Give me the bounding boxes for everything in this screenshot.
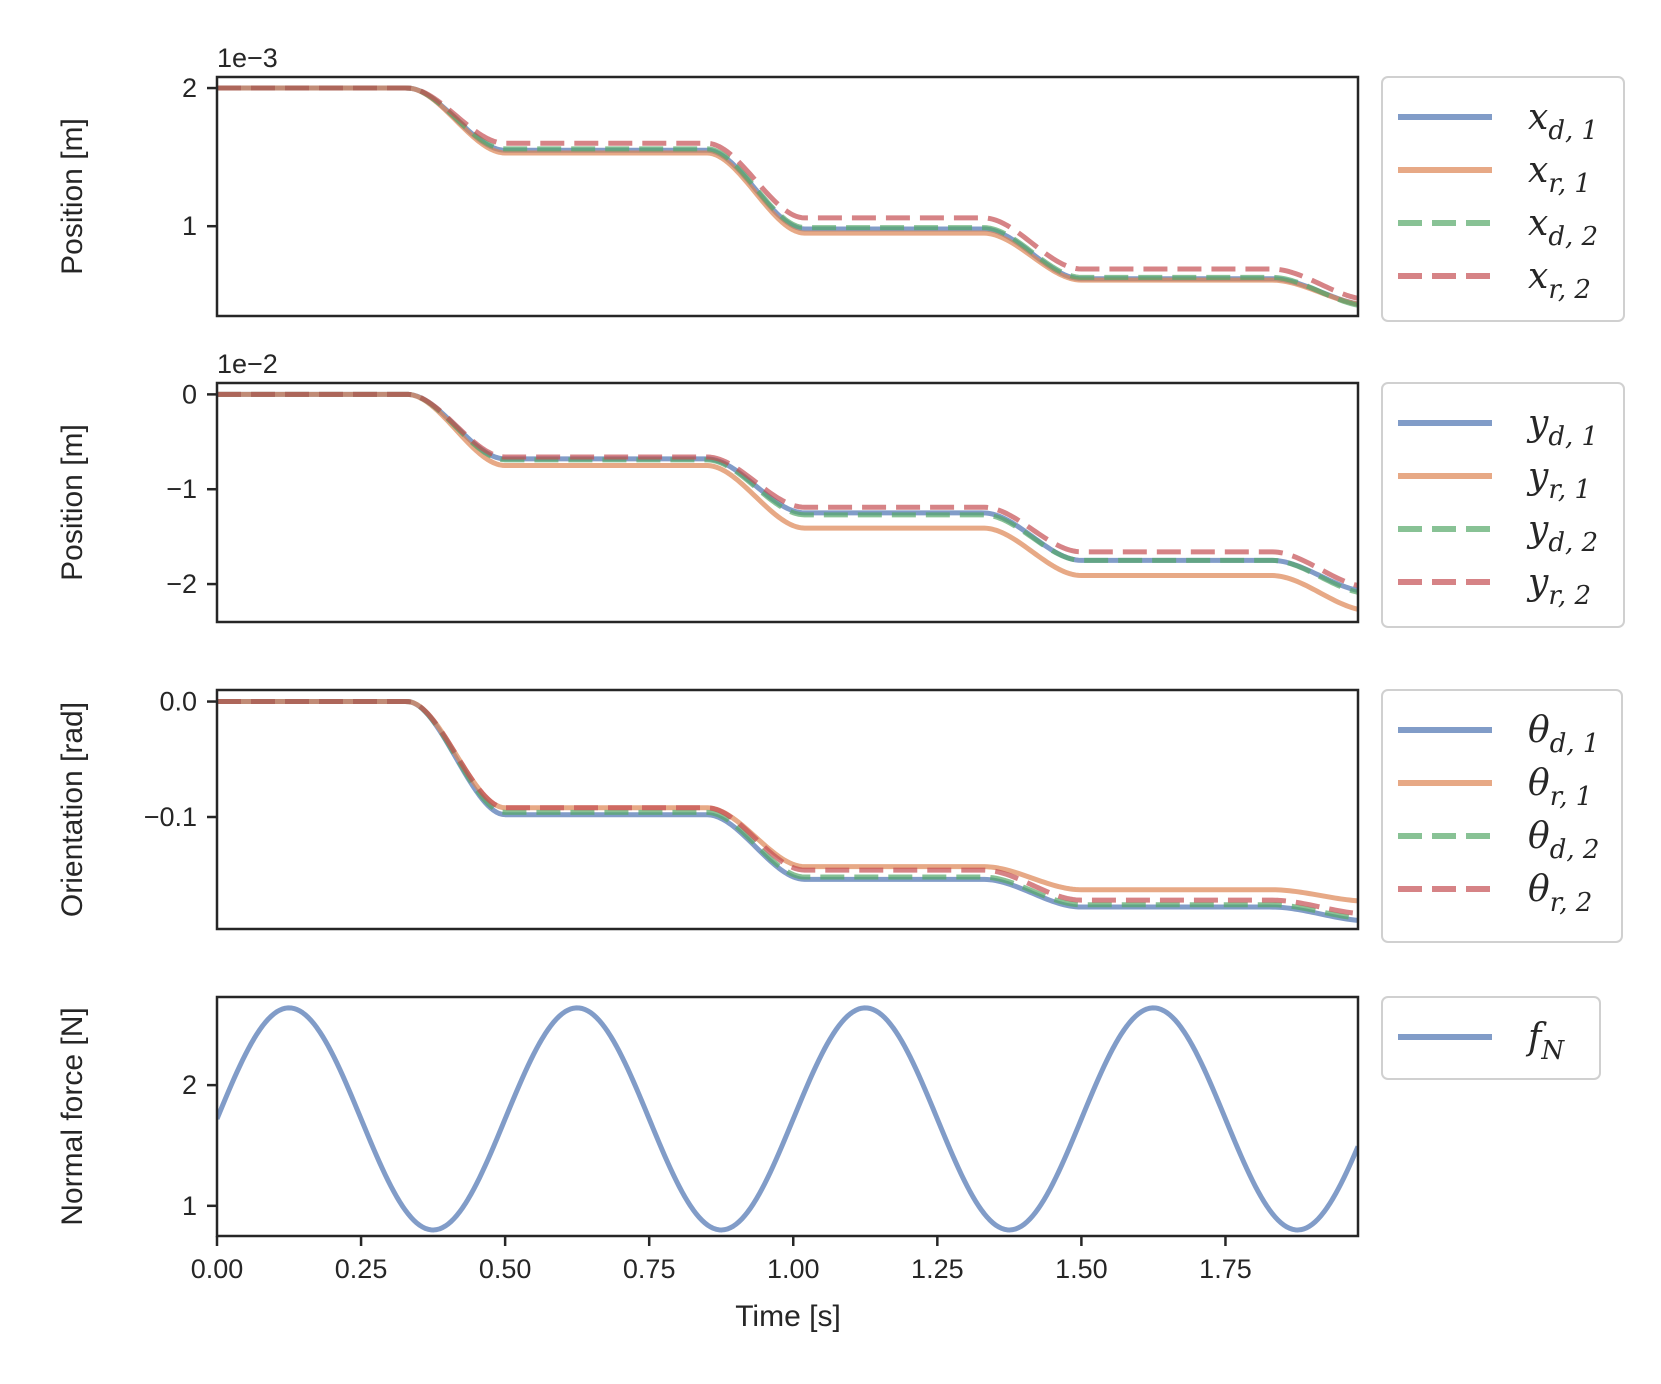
axes-frame — [215, 688, 1360, 931]
series-line-4 — [217, 699, 1358, 916]
axes-frame — [215, 995, 1360, 1238]
series-line-4 — [217, 391, 1358, 588]
x-tick-label: 0.00 — [191, 1254, 244, 1284]
legend-entry: xd, 2 — [1528, 203, 1598, 252]
legend-entry: θd, 2 — [1528, 816, 1599, 865]
y-tick-label: 2 — [182, 73, 197, 103]
legend-box — [1381, 689, 1623, 943]
legend-box — [1381, 76, 1625, 322]
y-tick-label: −1 — [166, 474, 197, 504]
subplot-2: 0 −1 −2 Position [m] 1e−2 yd, 1yr, 1yd, 2yr, … — [56, 349, 1625, 628]
x-axis-label: Time [s] — [735, 1300, 841, 1333]
series-group — [217, 1005, 1358, 1233]
series-group — [217, 391, 1358, 612]
y-tick-label: −0.1 — [144, 802, 197, 832]
series-line-2 — [217, 391, 1358, 612]
y-tick-label: 1 — [182, 1191, 197, 1221]
axes-frame — [215, 75, 1360, 318]
legend-entry: θr, 1 — [1528, 763, 1592, 812]
subplot-1: 1 2 Position [m] 1e−3 xd, 1xr, 1xd, 2xr, 2 — [56, 43, 1625, 322]
legend-box — [1381, 382, 1625, 628]
series-line-2 — [217, 85, 1358, 307]
series-line-3 — [217, 85, 1358, 308]
x-tick-label: 0.25 — [335, 1254, 388, 1284]
y-offset-label: 1e−3 — [217, 43, 278, 73]
y-axis-label: Position [m] — [56, 424, 89, 581]
series-line-1 — [217, 85, 1358, 307]
series-line-4 — [217, 85, 1358, 301]
y-tick-label: 0 — [182, 379, 197, 409]
y-axis-label: Position [m] — [56, 118, 89, 275]
legend: xd, 1xr, 1xd, 2xr, 2 — [1381, 76, 1625, 322]
legend-entry: yr, 1 — [1526, 456, 1591, 505]
legend-entry: θd, 1 — [1528, 710, 1599, 759]
x-tick-label: 1.00 — [767, 1254, 820, 1284]
legend-entry: yr, 2 — [1526, 562, 1591, 611]
legend-entry: yd, 2 — [1526, 509, 1598, 558]
x-tick-label: 0.75 — [623, 1254, 676, 1284]
series-line-1 — [217, 1005, 1358, 1233]
subplot-3: 0.0 −0.1 Orientation [rad] θd, 1θr, 1θd, 2θ… — [56, 687, 1623, 943]
x-tick-label: 1.75 — [1199, 1254, 1252, 1284]
legend-entry: xr, 2 — [1528, 256, 1591, 305]
x-tick-label: 1.25 — [911, 1254, 964, 1284]
x-tick-label: 0.50 — [479, 1254, 532, 1284]
y-tick-label: 0.0 — [159, 687, 197, 717]
legend-entry: xd, 1 — [1528, 97, 1598, 146]
axes-frame — [215, 381, 1360, 624]
subplot-4: 1 2 Normal force [N] 0.00 0.25 0.50 0.75 1.00 1.… — [56, 995, 1601, 1333]
y-axis-label: Orientation [rad] — [56, 702, 89, 917]
legend-entry: θr, 2 — [1528, 869, 1592, 918]
y-tick-label: 2 — [182, 1070, 197, 1100]
y-offset-label: 1e−2 — [217, 349, 278, 379]
y-axis-label: Normal force [N] — [56, 1007, 89, 1225]
series-line-2 — [217, 699, 1358, 904]
legend-entry: yd, 1 — [1526, 403, 1598, 452]
legend: yd, 1yr, 1yd, 2yr, 2 — [1381, 382, 1625, 628]
y-tick-label: −2 — [166, 569, 197, 599]
series-line-3 — [217, 699, 1358, 921]
series-group — [217, 85, 1358, 308]
legend: fN — [1381, 996, 1601, 1080]
series-group — [217, 699, 1358, 923]
y-tick-label: 1 — [182, 211, 197, 241]
legend-entry: xr, 1 — [1528, 150, 1591, 199]
legend: θd, 1θr, 1θd, 2θr, 2 — [1381, 689, 1623, 943]
x-tick-label: 1.50 — [1055, 1254, 1108, 1284]
series-line-3 — [217, 391, 1358, 595]
